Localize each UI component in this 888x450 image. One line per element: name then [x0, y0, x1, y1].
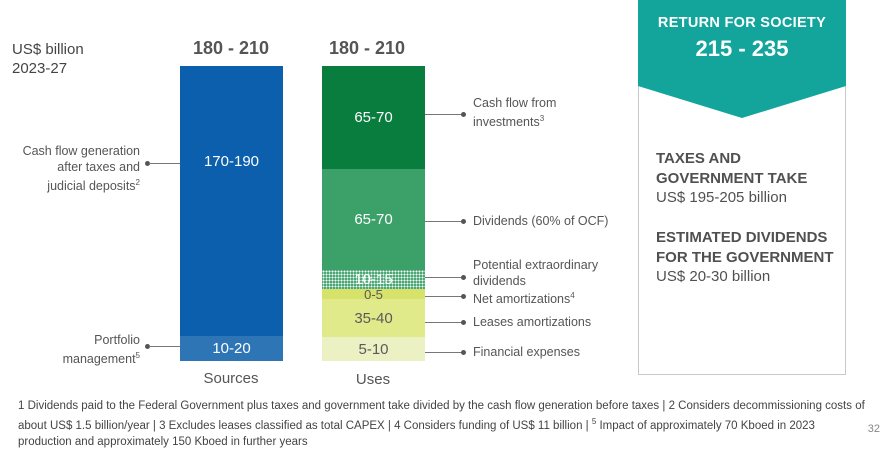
leader-line — [425, 277, 463, 278]
annotation-pm-line1: Portfolio — [94, 333, 140, 347]
taxes-head-line1: TAXES AND — [656, 150, 742, 167]
annotation-cfg-line3: judicial deposits — [47, 179, 136, 194]
taxes-head-line2: GOVERNMENT TAKE — [656, 170, 808, 187]
div-value: US$ 20-30 billion — [656, 268, 771, 285]
x-tick-sources: Sources — [203, 370, 259, 387]
annotation-cfi-line1: Cash flow from — [473, 96, 557, 110]
leader-dot — [461, 112, 466, 117]
page-number: 32 — [867, 423, 880, 435]
leader-line — [425, 296, 463, 297]
annotation-financial-expenses: Financial expenses — [473, 345, 581, 359]
leader-dot — [461, 219, 466, 224]
footnote: 1 Dividends paid to the Federal Governme… — [18, 398, 868, 450]
annotation-portfolio-management: Portfolio management5 — [0, 332, 140, 367]
annotation-extra-line2: dividends — [473, 274, 526, 288]
ribbon-shape — [638, 0, 846, 118]
annotation-cfi-line2: investments — [473, 115, 540, 130]
bar-segment-leases-amortizations: 35-40 — [322, 299, 425, 337]
annotation-cfg-line2: after taxes and — [57, 160, 140, 174]
annotation-extra-line1: Potential extraordinary — [473, 258, 599, 272]
annotation-cfg-line1: Cash flow generation — [22, 144, 140, 158]
bar-segment-portfolio-management: 10-20 — [180, 336, 283, 361]
annotation-extraordinary-dividends: Potential extraordinary dividends — [473, 257, 633, 289]
leader-dot — [461, 275, 466, 280]
leader-dot — [461, 320, 466, 325]
society-ribbon — [638, 0, 846, 118]
footnote-part2: Impact of approximately 70 Kboed in 2023… — [18, 419, 815, 448]
bar-value-leases-amortizations: 35-40 — [354, 309, 393, 327]
annotation-cash-flow-generation: Cash flow generation after taxes and jud… — [0, 143, 140, 194]
bar-value-dividends: 65-70 — [354, 211, 393, 228]
annotation-net-amort-sup: 4 — [570, 291, 575, 300]
leader-line — [425, 352, 463, 353]
div-head-line2: FOR THE GOVERNMENT — [656, 249, 834, 266]
footnote-part1: 1 Dividends paid to the Federal Governme… — [18, 400, 865, 432]
leader-line — [425, 114, 463, 115]
unit-label-line1: US$ billion — [12, 41, 84, 58]
society-title: RETURN FOR SOCIETY — [657, 15, 827, 31]
leader-dot — [145, 344, 150, 349]
annotation-pm-line2: management — [62, 352, 136, 367]
annotation-net-amort-text: Net amortizations — [473, 292, 571, 307]
annotation-net-amortizations: Net amortizations4 — [473, 288, 633, 307]
div-head-line1: ESTIMATED DIVIDENDS — [656, 229, 828, 246]
bar-segment-financial-expenses: 5-10 — [322, 337, 425, 361]
leader-line — [425, 221, 463, 222]
annotation-cfg-sup: 2 — [135, 178, 140, 187]
taxes-block: TAXES AND GOVERNMENT TAKE US$ 195-205 bi… — [656, 149, 846, 206]
leader-line — [149, 163, 180, 164]
unit-label-line2: 2023-27 — [12, 60, 68, 77]
bar-value-extraordinary-dividends: 10-15 — [354, 271, 393, 288]
leader-dot — [461, 350, 466, 355]
leader-dot — [145, 161, 150, 166]
bar-value-cash-flow-investments: 65-70 — [354, 109, 393, 126]
bar-value-cash-flow-generation: 170-190 — [203, 152, 260, 170]
society-value: 215 - 235 — [695, 36, 789, 61]
uses-total: 180 - 210 — [328, 38, 406, 58]
bar-value-net-amortizations: 0-5 — [364, 286, 383, 302]
bar-value-financial-expenses: 5-10 — [358, 340, 389, 358]
annotation-cash-flow-investments: Cash flow from investments3 — [473, 95, 633, 130]
annotation-dividends: Dividends (60% of OCF) — [473, 214, 609, 228]
bar-value-portfolio-management: 10-20 — [212, 340, 251, 357]
taxes-value: US$ 195-205 billion — [656, 189, 787, 206]
leader-dot — [461, 294, 466, 299]
footnote-sup5: 5 — [591, 417, 597, 426]
unit-label: US$ billion 2023-27 — [12, 40, 84, 78]
annotation-pm-sup: 5 — [135, 351, 140, 360]
bar-segment-cash-flow-generation: 170-190 — [180, 66, 283, 336]
annotation-leases-amortizations: Leases amortizations — [473, 315, 592, 329]
sources-total: 180 - 210 — [192, 38, 270, 58]
bar-segment-dividends: 65-70 — [322, 169, 425, 270]
leader-line — [149, 346, 180, 347]
annotation-cfi-sup: 3 — [539, 114, 545, 123]
bar-segment-cash-flow-investments: 65-70 — [322, 66, 425, 169]
x-tick-uses: Uses — [355, 371, 391, 388]
bar-segment-net-amortizations: 0-5 — [322, 286, 425, 302]
bar-segment-extraordinary-dividends: 10-15 — [322, 270, 425, 289]
dividends-block: ESTIMATED DIVIDENDS FOR THE GOVERNMENT U… — [656, 228, 846, 285]
leader-line — [425, 322, 463, 323]
